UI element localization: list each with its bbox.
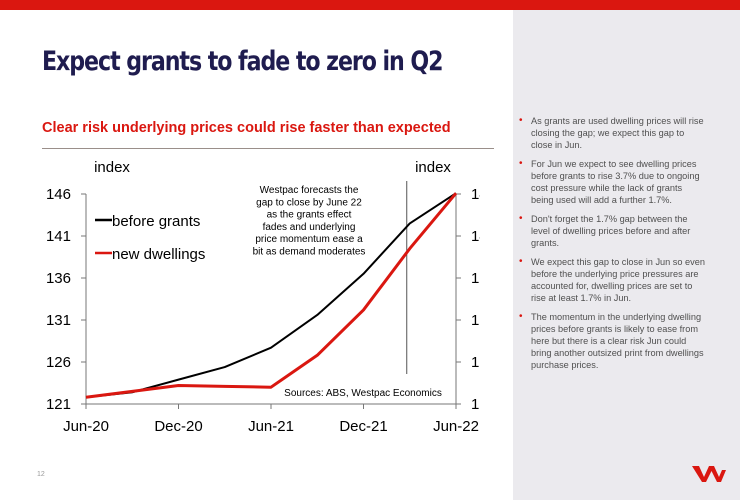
legend-label-before-grants: before grants xyxy=(112,213,200,230)
y-tick-label-right: 136 xyxy=(471,270,480,287)
westpac-logo-icon xyxy=(692,466,726,482)
commentary-bullet: Don't forget the 1.7% gap between the le… xyxy=(517,213,707,249)
y-tick-label-right: 121 xyxy=(471,396,480,413)
y-tick-label-left: 121 xyxy=(46,396,71,413)
x-tick-label: Dec-20 xyxy=(154,418,202,435)
y-tick-label-left: 146 xyxy=(46,186,71,203)
annotation-line: bit as demand moderates xyxy=(253,247,366,258)
y-tick-label-left: 141 xyxy=(46,228,71,245)
x-tick-label: Jun-22 xyxy=(433,418,479,435)
legend-label-new-dwellings: new dwellings xyxy=(112,246,205,263)
y-tick-label-left: 126 xyxy=(46,354,71,371)
y-tick-label-right: 126 xyxy=(471,354,480,371)
y-tick-label-right: 146 xyxy=(471,186,480,203)
top-accent-bar xyxy=(0,0,740,10)
series-line-new-dwellings xyxy=(85,192,458,399)
y-left-axis-label: index xyxy=(94,159,130,176)
commentary-bullet: For Jun we expect to see dwelling prices… xyxy=(517,158,707,206)
forecast-annotation: Westpac forecasts the gap to close by Jun… xyxy=(253,185,366,258)
x-tick-label: Jun-21 xyxy=(248,418,294,435)
dwelling-prices-chart: 121 121 126 126 131 131 136 136 141 141 146 146 Jun-… xyxy=(46,159,480,435)
y-right-axis-label: index xyxy=(415,159,451,176)
y-tick-label-right: 141 xyxy=(471,228,480,245)
x-tick-label: Jun-20 xyxy=(63,418,109,435)
x-tick-label: Dec-21 xyxy=(339,418,387,435)
commentary-bullet: As grants are used dwelling prices will … xyxy=(517,115,707,151)
y-tick-label-left: 136 xyxy=(46,270,71,287)
annotation-line: as the grants effect xyxy=(267,210,352,221)
commentary-bullet: We expect this gap to close in Jun so ev… xyxy=(517,256,707,304)
y-tick-label-left: 131 xyxy=(46,312,71,329)
subtitle-divider xyxy=(42,148,494,149)
page-number: 12 xyxy=(37,471,45,478)
annotation-line: Westpac forecasts the xyxy=(260,185,359,196)
annotation-line: price momentum ease a xyxy=(255,234,363,245)
chart-source: Sources: ABS, Westpac Economics xyxy=(284,388,442,399)
commentary-panel xyxy=(513,10,740,500)
y-tick-label-right: 131 xyxy=(471,312,480,329)
slide-title: Expect grants to fade to zero in Q2 xyxy=(42,46,444,77)
annotation-line: gap to close by June 22 xyxy=(256,197,362,208)
commentary-bullet: The momentum in the underlying dwelling … xyxy=(517,311,707,371)
chart-legend: before grants new dwellings xyxy=(95,213,205,263)
slide-subtitle: Clear risk underlying prices could rise … xyxy=(42,120,451,136)
commentary-bullets: As grants are used dwelling prices will … xyxy=(517,115,707,378)
annotation-line: fades and underlying xyxy=(263,222,356,233)
